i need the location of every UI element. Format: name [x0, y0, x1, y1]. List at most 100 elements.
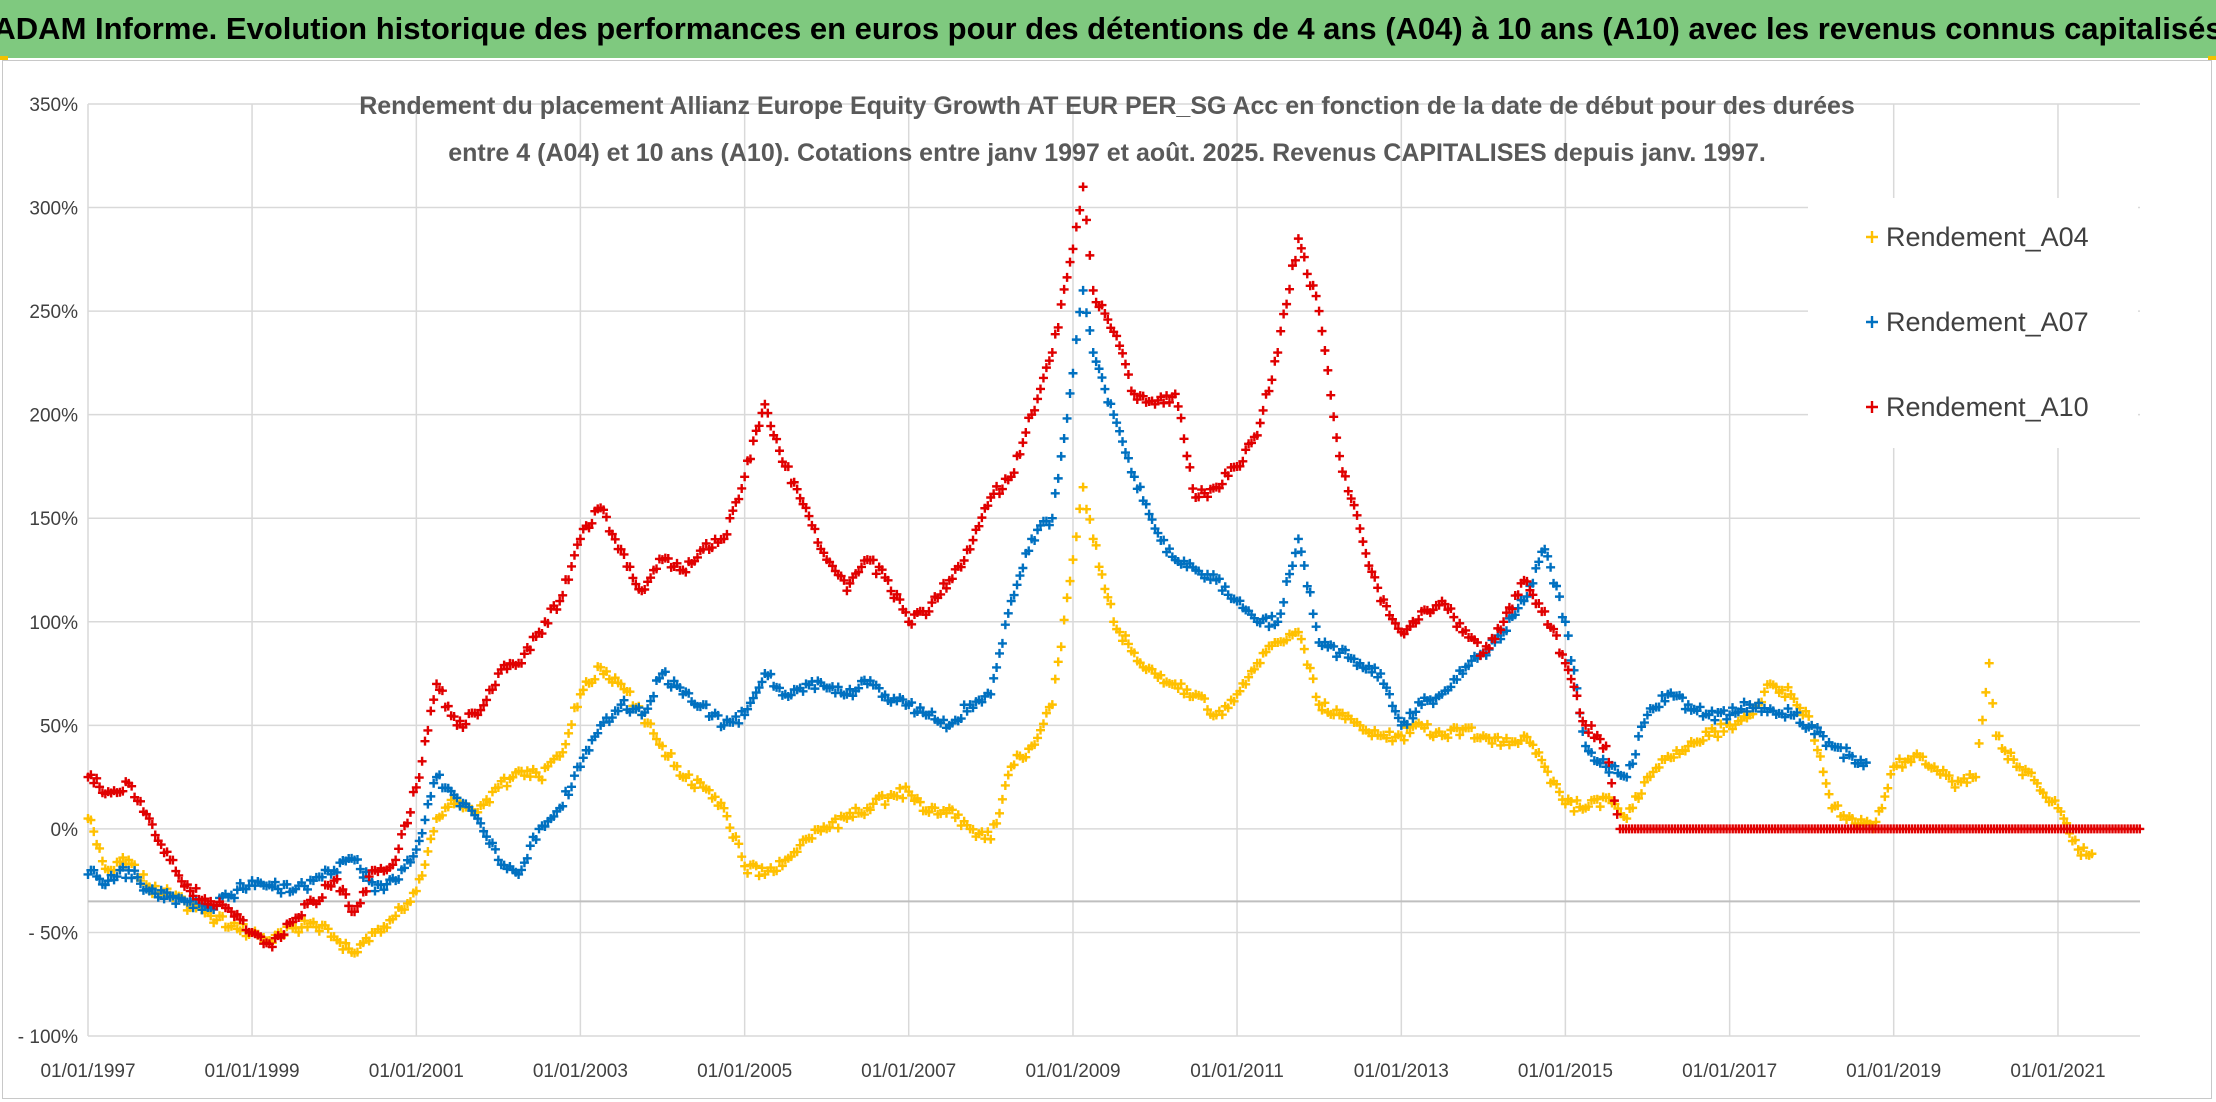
data-point [1041, 363, 1051, 373]
data-point [1660, 696, 1670, 706]
y-axis-ticks: 350% 300% 250% 200% 150% 100% 50% 0% - 50% - 100% [18, 95, 78, 1048]
data-point [795, 493, 805, 503]
data-point [432, 679, 442, 689]
data-point [1592, 794, 1602, 804]
data-point [1595, 802, 1605, 812]
data-point [1628, 759, 1638, 769]
data-point [1507, 604, 1517, 614]
data-point [89, 865, 99, 875]
data-point [616, 544, 626, 554]
data-point [1123, 639, 1133, 649]
data-point [1235, 596, 1245, 606]
data-point [1501, 608, 1511, 618]
data-point [968, 535, 978, 545]
data-point [1299, 561, 1309, 571]
data-point [543, 618, 553, 628]
data-point [692, 552, 702, 562]
data-point [531, 835, 541, 845]
data-point [825, 823, 835, 833]
data-point [1780, 692, 1790, 702]
data-point [414, 773, 424, 783]
data-point [1575, 708, 1585, 718]
data-point [1461, 625, 1471, 635]
data-point [1311, 692, 1321, 702]
data-point [1332, 705, 1342, 715]
data-point [1270, 356, 1280, 366]
data-point [1719, 706, 1729, 716]
data-point [1411, 707, 1421, 717]
data-point [646, 719, 656, 729]
data-point [1522, 591, 1532, 601]
data-point [1379, 595, 1389, 605]
data-point [810, 684, 820, 694]
x-tick-label: 01/01/2017 [1682, 1061, 1777, 1082]
data-point [713, 710, 723, 720]
data-point [1777, 685, 1787, 695]
data-point [1223, 703, 1233, 713]
data-point [725, 823, 735, 833]
data-point [1320, 637, 1330, 647]
data-point [1452, 675, 1462, 685]
data-point [743, 704, 753, 714]
data-point [1563, 665, 1573, 675]
data-point [1241, 679, 1251, 689]
data-point [420, 860, 430, 870]
data-point [394, 844, 404, 854]
data-point [1006, 596, 1016, 606]
data-point [1405, 728, 1415, 738]
data-point [1546, 562, 1556, 572]
data-point [701, 700, 711, 710]
data-point [1030, 405, 1040, 415]
data-point [420, 815, 430, 825]
data-point [1053, 657, 1063, 667]
data-point [646, 696, 656, 706]
data-point [734, 494, 744, 504]
data-point [367, 877, 377, 887]
data-point [358, 938, 368, 948]
data-point [1443, 733, 1453, 743]
data-point [1516, 736, 1526, 746]
data-point [493, 782, 503, 792]
data-point [1123, 370, 1133, 380]
data-point [1552, 581, 1562, 591]
data-point [601, 666, 611, 676]
data-point [995, 489, 1004, 499]
x-tick-label: 01/01/2003 [533, 1061, 628, 1082]
data-point [1015, 571, 1025, 581]
data-point [848, 812, 858, 822]
data-point [704, 785, 714, 795]
data-point [992, 662, 1002, 672]
data-point [927, 707, 937, 717]
y-tick-label: 50% [40, 716, 78, 737]
data-point [1385, 689, 1394, 699]
data-point [1405, 621, 1415, 631]
data-point [2032, 778, 2042, 788]
data-point [370, 886, 380, 896]
data-point [437, 686, 447, 696]
data-point [1241, 445, 1251, 455]
data-point [1308, 674, 1318, 684]
data-point [397, 829, 407, 839]
data-point [962, 706, 972, 716]
data-point [1293, 627, 1303, 637]
data-point [86, 815, 96, 825]
data-point [1036, 384, 1045, 394]
data-point [1428, 699, 1438, 709]
data-point [842, 814, 852, 824]
data-point [907, 698, 917, 708]
data-point [1293, 234, 1303, 244]
data-point [297, 910, 307, 920]
data-point [479, 800, 489, 810]
data-point [1305, 587, 1315, 597]
data-point [1244, 672, 1254, 682]
data-point [191, 883, 201, 893]
data-point [1100, 584, 1110, 594]
data-point [168, 891, 178, 901]
data-point [763, 408, 773, 418]
data-point [1382, 601, 1392, 611]
data-point [423, 799, 433, 809]
data-point [1994, 731, 2004, 741]
data-point [229, 893, 239, 903]
data-point [1739, 697, 1749, 707]
data-point [754, 871, 764, 881]
